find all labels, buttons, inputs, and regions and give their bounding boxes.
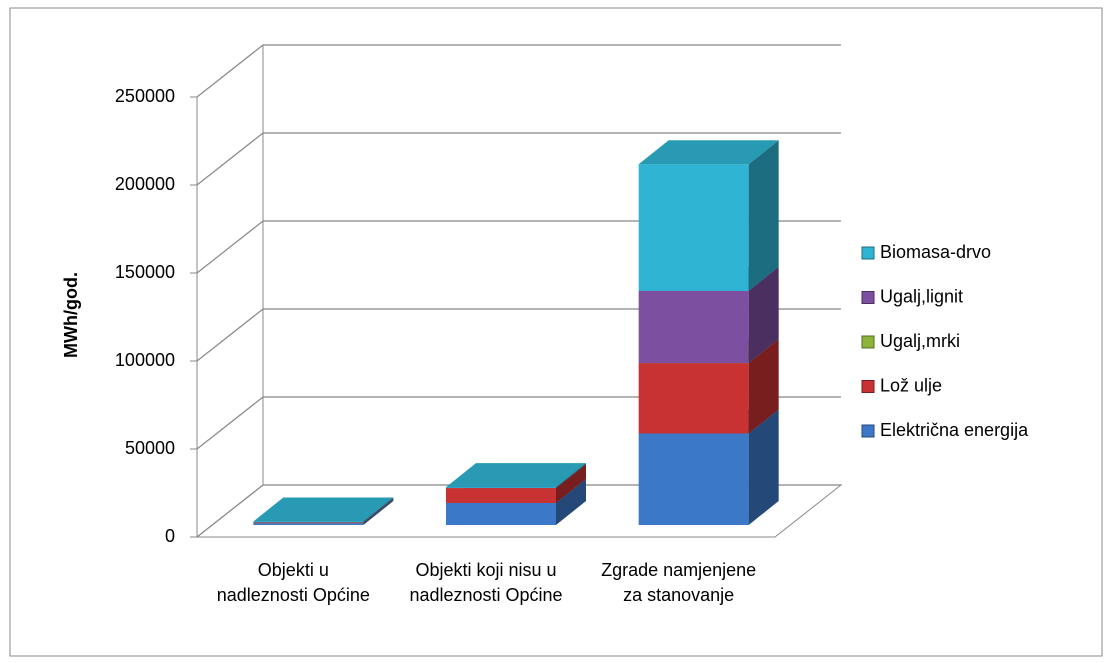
x-tick-label: Objekti koji nisu u nadleznosti Općine <box>409 560 563 605</box>
bar-side <box>363 499 394 525</box>
legend-label: Električna energija <box>880 420 1029 440</box>
bar-front <box>638 363 749 434</box>
bar-side <box>748 409 779 525</box>
bar-top <box>446 463 586 488</box>
legend-swatch <box>861 380 875 393</box>
bar-front <box>253 523 364 525</box>
bar-front <box>253 521 364 523</box>
bar-front <box>638 433 749 525</box>
legend-swatch <box>861 335 875 349</box>
bar-front <box>253 522 364 524</box>
bar-side <box>363 497 394 523</box>
bar-side <box>748 140 779 291</box>
bar-top <box>253 497 394 522</box>
bar-side <box>748 339 779 434</box>
legend-swatch <box>861 246 875 260</box>
y-tick-label: 0 <box>165 526 175 546</box>
legend-swatch <box>861 291 875 304</box>
legend-swatch <box>861 424 875 438</box>
bar-front <box>446 487 556 489</box>
bar-front <box>446 503 556 525</box>
legend-label: Lož ulje <box>880 375 942 395</box>
bar-side <box>556 463 586 489</box>
bar-side <box>363 498 394 524</box>
bar-top <box>638 140 779 165</box>
bar-side <box>556 479 586 525</box>
bar-front <box>446 488 556 503</box>
x-tick-label: Objekti u nadleznosti Općine <box>216 560 370 605</box>
y-axis-label: MWh/god. <box>61 272 81 358</box>
bar-front <box>638 164 749 291</box>
legend-label: Ugalj,mrki <box>880 331 960 351</box>
x-tick-label: Zgrade namjenjene za stanovanje <box>601 560 757 605</box>
y-tick-label: 50000 <box>125 438 175 458</box>
y-tick-label: 100000 <box>115 350 175 370</box>
bar-front <box>638 290 749 364</box>
y-tick-label: 200000 <box>115 174 175 194</box>
bar-side <box>556 464 586 503</box>
legend-label: Biomasa-drvo <box>880 242 991 262</box>
y-tick-label: 250000 <box>115 86 175 106</box>
y-tick-label: 150000 <box>115 262 175 282</box>
bar-side <box>748 266 779 364</box>
chart-border <box>9 7 1103 657</box>
legend-label: Ugalj,lignit <box>880 286 963 306</box>
